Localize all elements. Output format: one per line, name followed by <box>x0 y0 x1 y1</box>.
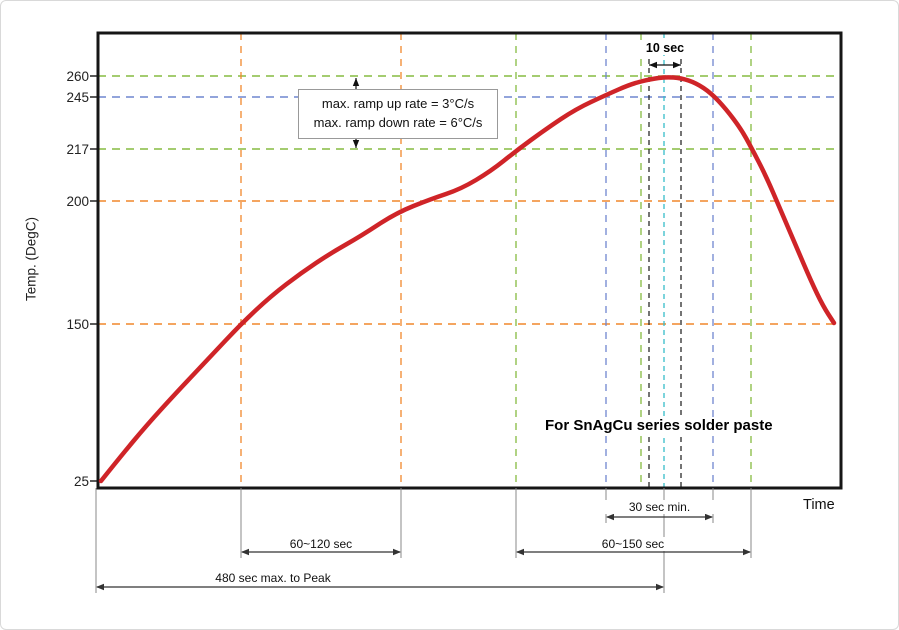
arrowhead <box>393 548 401 556</box>
arrowhead <box>705 513 713 521</box>
arrowhead <box>649 61 657 69</box>
arrowhead <box>606 513 614 521</box>
plot-border <box>96 31 843 490</box>
arrowhead <box>656 583 664 591</box>
x-axis-title: Time <box>803 497 835 513</box>
arrowhead <box>352 78 360 86</box>
temperature-curve <box>98 75 837 484</box>
label-30-sec-min: 30 sec min. <box>602 500 717 514</box>
y-tick-25: 25 <box>73 474 89 489</box>
y-axis-title: Temp. (DegC) <box>23 216 39 302</box>
ramp-up-rate-note: max. ramp up rate = 3°C/s <box>321 96 475 111</box>
label-60-150-sec: 60~150 sec <box>565 537 701 551</box>
y-tick-245: 245 <box>66 90 89 105</box>
ramp-down-rate-note: max. ramp down rate = 6°C/s <box>313 114 483 130</box>
arrowhead <box>743 548 751 556</box>
arrowhead <box>352 140 360 148</box>
peak-window-label: 10 sec <box>622 41 708 55</box>
label-480-sec-to-peak: 480 sec max. to Peak <box>191 571 355 585</box>
y-tick-200: 200 <box>66 194 89 209</box>
arrowhead <box>516 548 524 556</box>
y-tick-260: 260 <box>66 69 89 84</box>
arrowhead <box>96 583 104 591</box>
solder-paste-note: For SnAgCu series solder paste <box>542 417 776 434</box>
ramp-rate-note-box: max. ramp up rate = 3°C/s max. ramp down… <box>298 89 498 139</box>
arrowhead <box>673 61 681 69</box>
arrowhead <box>241 548 249 556</box>
label-60-120-sec: 60~120 sec <box>253 537 389 551</box>
y-tick-217: 217 <box>66 142 89 157</box>
y-tick-150: 150 <box>66 317 89 332</box>
